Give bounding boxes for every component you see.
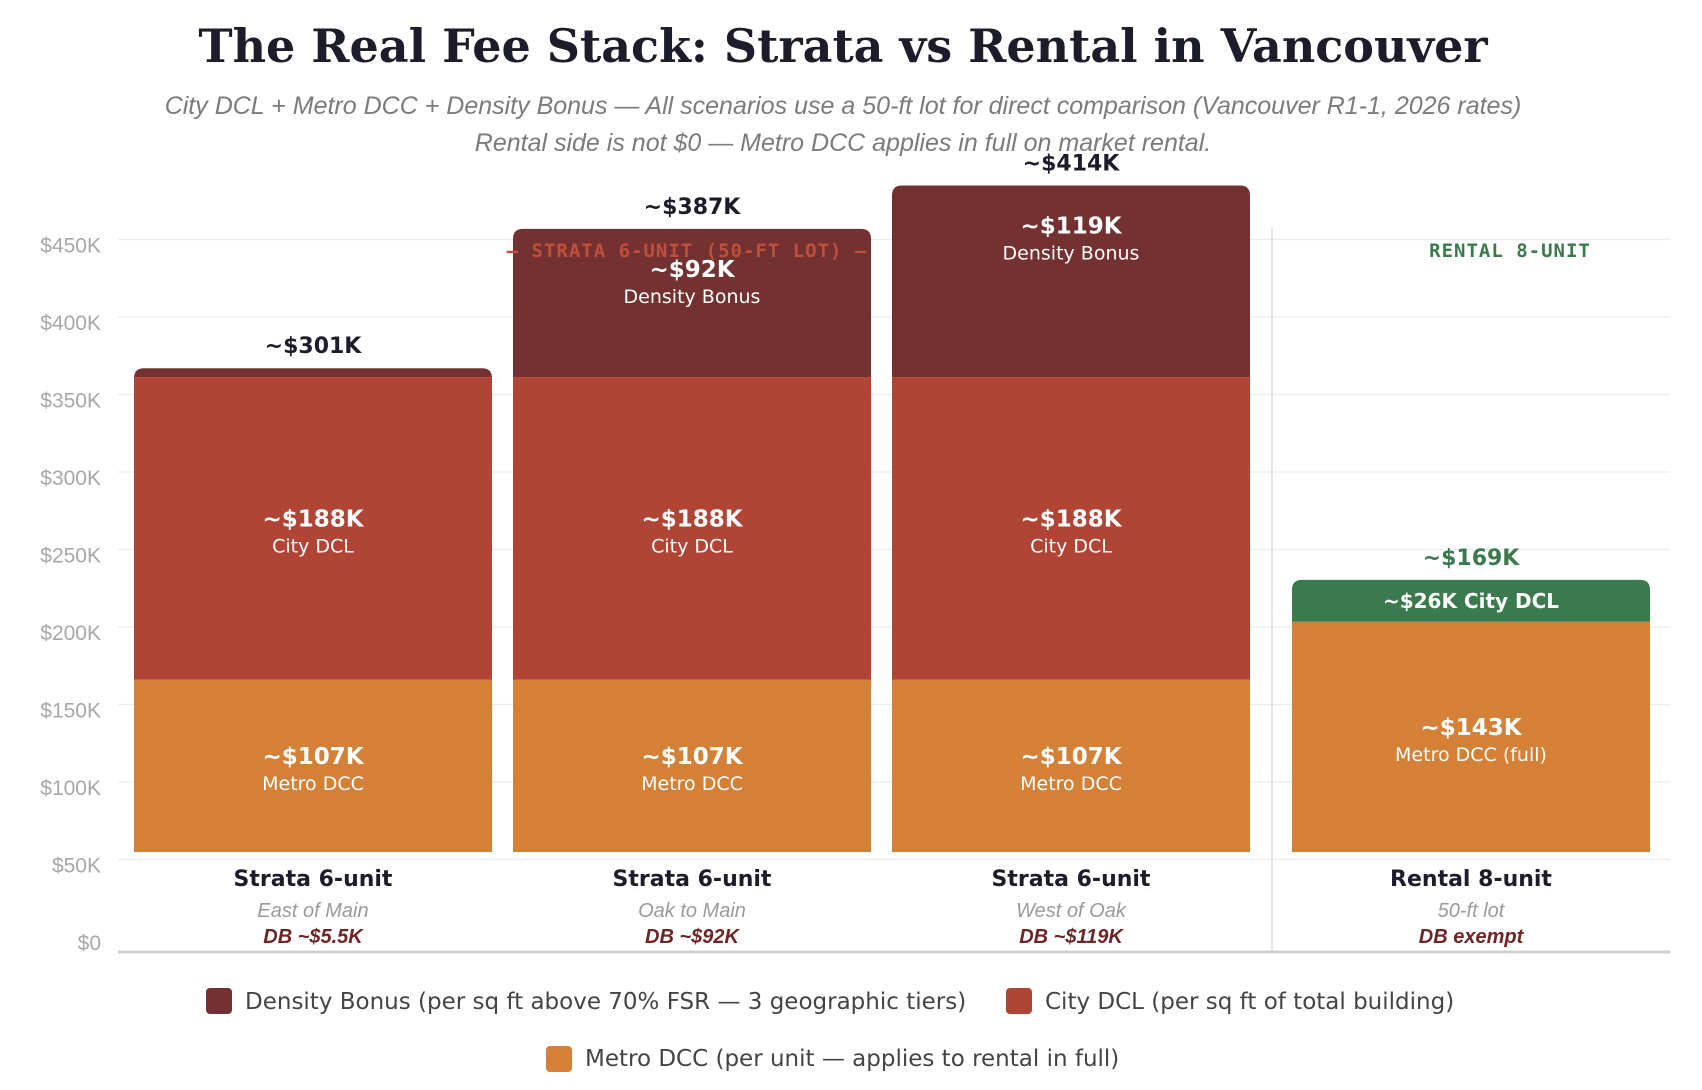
bar-value-label: ~$143K [1420,715,1522,741]
bar-segment-label: Density Bonus [624,286,761,308]
legend-swatch-density-bonus [206,988,232,1014]
category-db-note: DB ~$119K [1019,926,1124,948]
legend-item-metro-dcc: Metro DCC (per unit — applies to rental … [546,1046,1119,1072]
y-tick-label: $50K [52,855,101,878]
category-name: Strata 6-unit [992,867,1151,892]
legend-item-density-bonus: Density Bonus (per sq ft above 70% FSR —… [206,988,966,1015]
legend-label-city-dcl: City DCL (per sq ft of total building) [1045,989,1454,1015]
bar-value-label: ~$107K [641,744,743,770]
category-location: East of Main [257,900,368,922]
y-tick-label: $300K [40,467,101,490]
y-tick-label: $250K [40,545,101,568]
category-location: West of Oak [1016,900,1127,922]
y-axis-ticks: $0 $50K $100K $150K $200K $250K $300K $350K $400… [40,235,101,956]
legend-swatch-metro-dcc [546,1046,572,1072]
bar-segment-city-dcl [134,377,492,680]
bar-segment-city-dcl [892,377,1250,680]
y-tick-label: $350K [40,390,101,413]
y-tick-label: $450K [40,235,101,258]
legend-item-city-dcl: City DCL (per sq ft of total building) [1006,988,1454,1015]
category-location: Oak to Main [638,900,746,922]
bar-total-label: ~$387K [644,195,742,220]
bar-segment-density-bonus [134,368,492,379]
bar-labels: ~$107K Metro DCC ~$188K City DCL ~$301K ~$107… [262,151,1559,794]
y-tick-label: $0 [78,932,101,955]
bar-segment-city-dcl [1292,579,1650,622]
category-db-note: DB ~$92K [645,926,740,948]
strata-group-label: — STRATA 6-UNIT (50-FT LOT) — [507,240,868,262]
chart-title: The Real Fee Stack: Strata vs Rental in … [198,19,1488,73]
y-tick-label: $150K [40,700,101,723]
category-db-note: DB ~$5.5K [263,926,364,948]
bar-segment-label: Metro DCC [1020,773,1122,795]
bar-value-label: ~$92K [649,257,735,283]
bar-total-label: ~$414K [1023,151,1121,176]
bar-value-label: ~$188K [641,506,743,532]
category-location: 50-ft lot [1438,900,1506,922]
bar-segment-metro-dcc [1292,621,1650,852]
category-name: Strata 6-unit [234,867,393,892]
bar-total-label: ~$301K [265,334,363,359]
legend: Density Bonus (per sq ft above 70% FSR —… [206,988,1454,1072]
bar-segment-density-bonus [892,185,1250,378]
bar-value-label: ~$107K [1020,744,1122,770]
category-name: Strata 6-unit [613,867,772,892]
legend-swatch-city-dcl [1006,988,1032,1014]
legend-label-density-bonus: Density Bonus (per sq ft above 70% FSR —… [245,989,966,1015]
bar-segment-label: City DCL [1030,535,1112,557]
bar-value-label: ~$26K City DCL [1383,589,1559,613]
rental-group-label: RENTAL 8-UNIT [1429,240,1591,262]
y-tick-label: $200K [40,622,101,645]
legend-label-metro-dcc: Metro DCC (per unit — applies to rental … [585,1046,1119,1072]
category-labels: Strata 6-unit East of Main DB ~$5.5K Strata… [234,867,1553,948]
bar-segment-label: City DCL [272,535,354,557]
category-db-note: DB exempt [1419,926,1525,948]
y-tick-label: $100K [40,777,101,800]
bar-segment-label: City DCL [651,535,733,557]
category-name: Rental 8-unit [1390,867,1552,892]
bar-segment-label: Metro DCC [641,773,743,795]
bar-value-label: ~$107K [262,744,364,770]
chart-subtitle-1: City DCL + Metro DCC + Density Bonus — A… [165,92,1522,120]
bar-total-label: ~$169K [1423,546,1521,571]
bar-segment-density-bonus [513,228,871,378]
bar-value-label: ~$188K [262,506,364,532]
chart-subtitle-2: Rental side is not $0 — Metro DCC applie… [475,129,1211,157]
bar-value-label: ~$188K [1020,506,1122,532]
bar-segment-metro-dcc [513,679,871,852]
bar-segment-city-dcl [513,377,871,680]
bar-segment-metro-dcc [134,679,492,852]
bar-segment-metro-dcc [892,679,1250,852]
bar-segment-label: Density Bonus [1003,242,1140,264]
y-tick-label: $400K [40,312,101,335]
bars [134,185,1650,852]
bar-segment-label: Metro DCC [262,773,364,795]
bar-segment-label: Metro DCC (full) [1395,744,1547,766]
bar-value-label: ~$119K [1020,213,1122,239]
